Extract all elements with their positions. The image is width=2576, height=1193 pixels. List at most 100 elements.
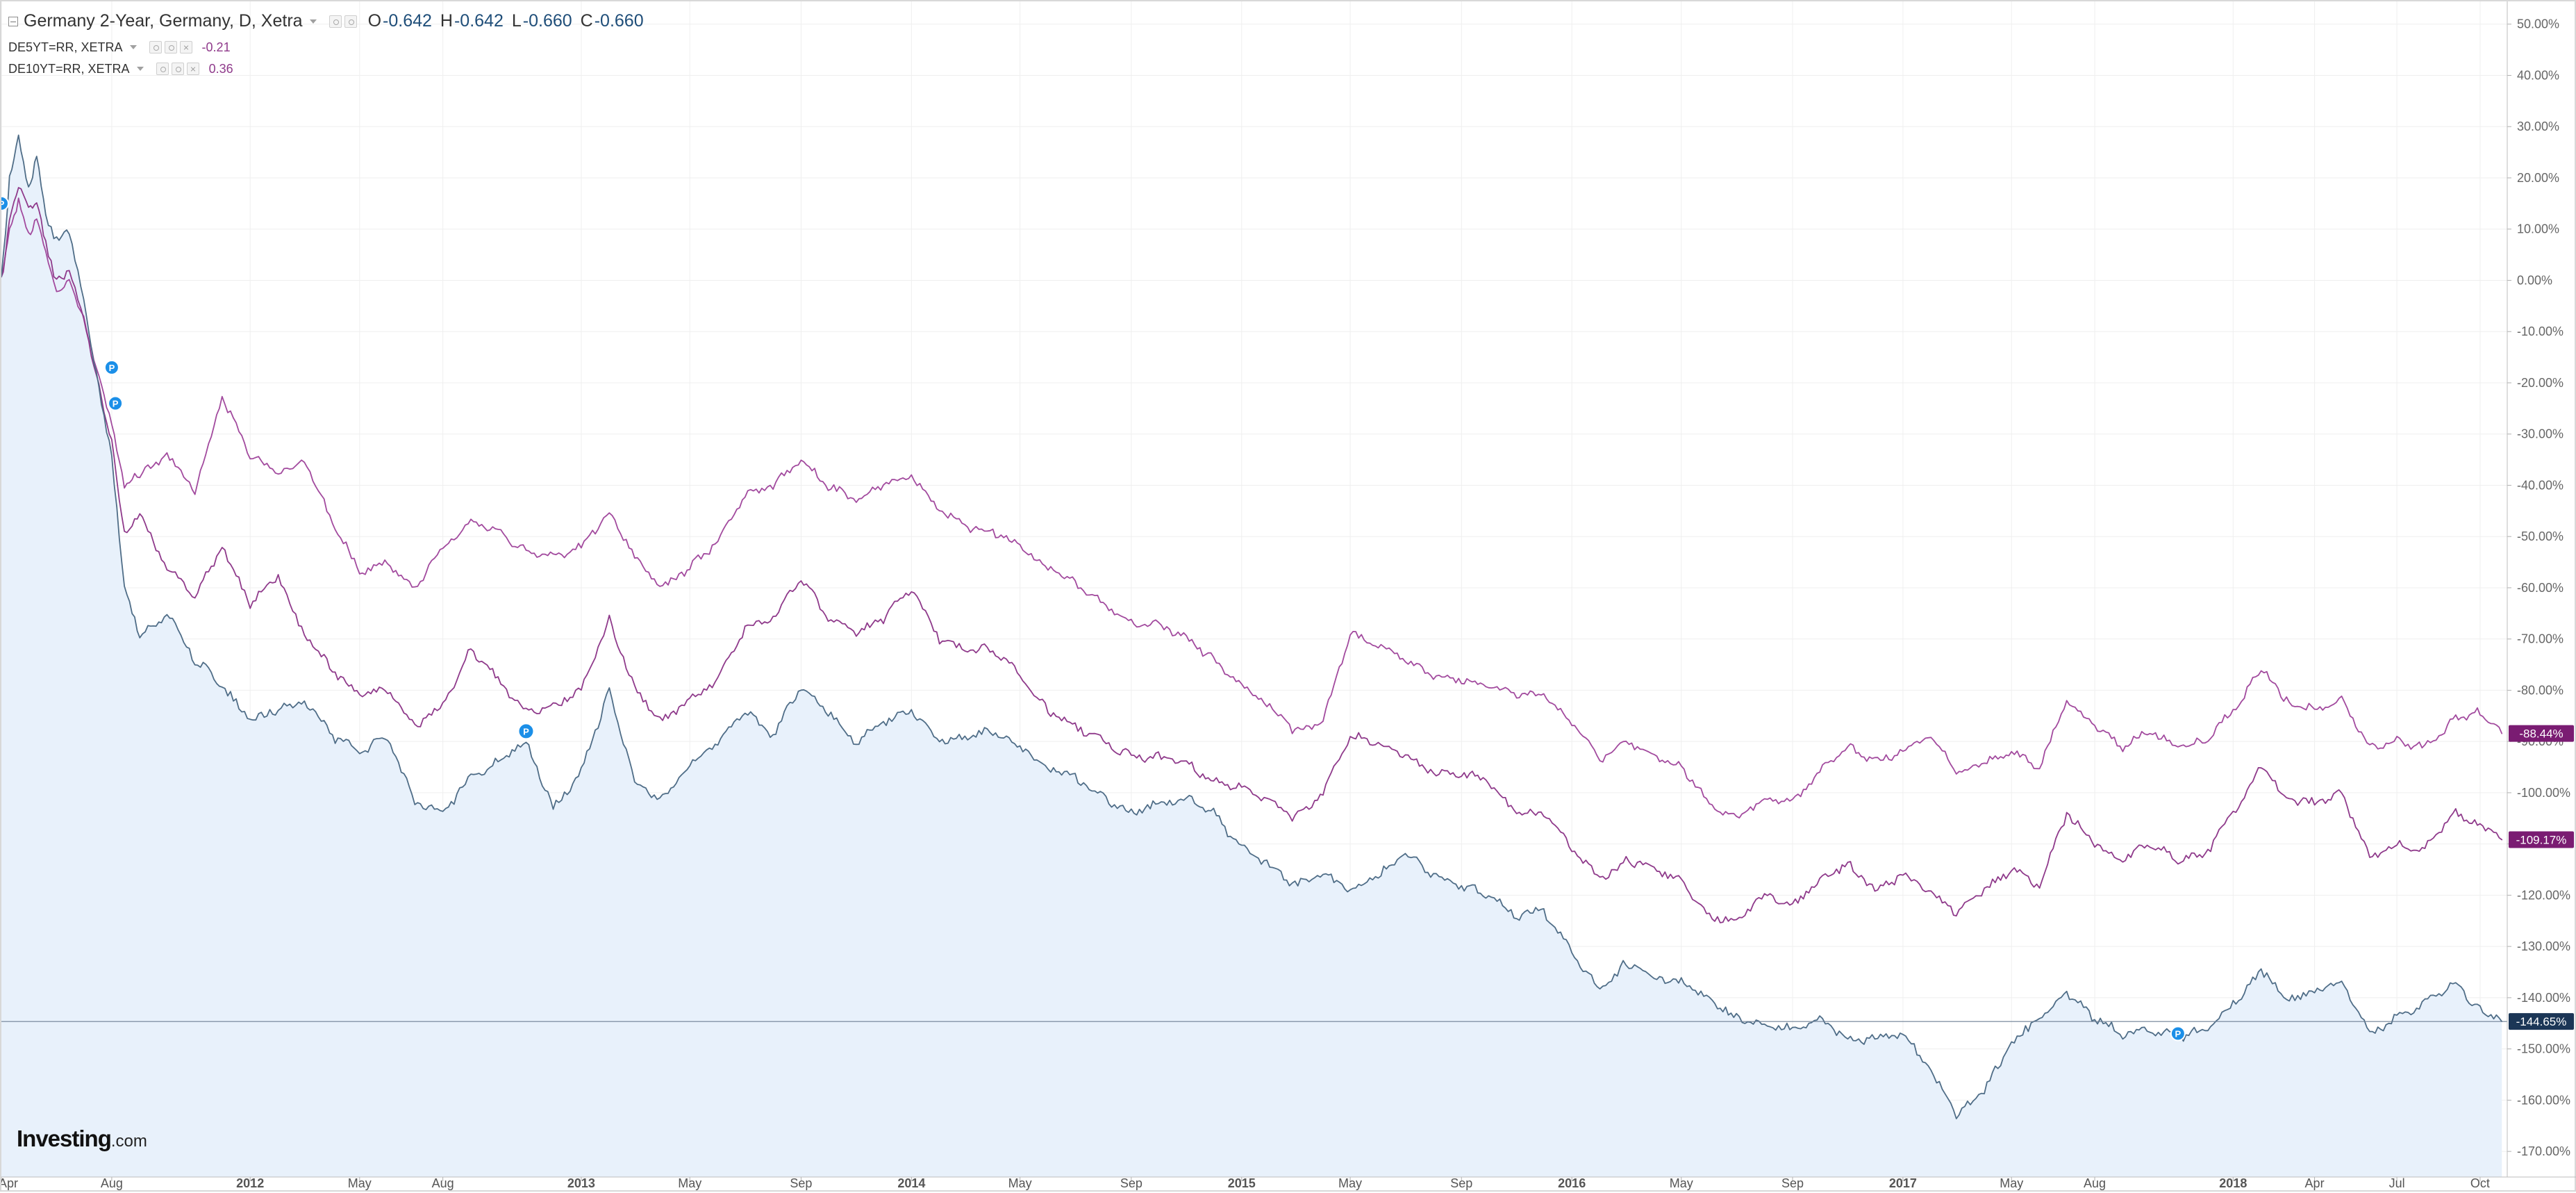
chevron-down-icon[interactable] [129,45,137,49]
y-tick-label: 50.00% [2517,17,2559,31]
y-tick-label: -60.00% [2517,581,2563,595]
x-tick-label: Apr [2305,1176,2325,1190]
y-tick-label: -40.00% [2517,478,2563,492]
x-tick-label: 2014 [897,1176,925,1190]
visibility-icon[interactable] [344,15,357,28]
y-tick-label: 40.00% [2517,68,2559,82]
settings-icon[interactable] [156,63,169,75]
visibility-icon[interactable] [164,41,177,54]
event-marker[interactable] [103,359,119,375]
investing-logo-suffix: .com [110,1132,147,1151]
ohlc-open-label: O [367,11,382,31]
de5y-last-price-label: -109.17% [2509,831,2574,848]
de5y-series-name: DE5YT=RR, XETRA [8,40,123,54]
y-tick-label: -140.00% [2517,991,2570,1005]
x-tick-label: 2013 [567,1176,595,1190]
de10y-last-price-label-text: -88.44% [2519,727,2563,741]
legend-row-de10y: DE10YT=RR, XETRA 0.36 [8,63,644,75]
y-tick-label: -150.00% [2517,1042,2570,1056]
main-series-area [1,135,2502,1177]
de10y-series-value: 0.36 [208,62,233,76]
x-tick-label: May [1338,1176,1362,1190]
y-tick-label: 20.00% [2517,171,2559,185]
main-last-price-label-text: -144.65% [2516,1015,2567,1028]
x-tick-label: 2015 [1228,1176,1256,1190]
x-tick-label: Sep [1450,1176,1472,1190]
x-tick-label: Aug [2084,1176,2106,1190]
de5y-last-price-label-text: -109.17% [2516,834,2567,847]
settings-icon[interactable] [329,15,342,28]
y-tick-label: -50.00% [2517,529,2563,543]
chevron-down-icon[interactable] [309,19,317,24]
main-last-price-label-bg [2509,1013,2574,1030]
x-tick-label: Oct [2470,1176,2490,1190]
event-marker[interactable] [1,195,9,211]
collapse-icon[interactable] [8,16,18,26]
event-marker-label: P [523,726,529,737]
x-tick-label: 2016 [1558,1176,1586,1190]
y-tick-label: -170.00% [2517,1144,2570,1158]
x-tick-label: 2017 [1889,1176,1917,1190]
de10y-series-line [1,197,2503,818]
main-series-title: Germany 2-Year, Germany, D, Xetra [24,11,303,31]
settings-icon[interactable] [149,41,162,54]
x-tick-label: Sep [790,1176,812,1190]
y-tick-label: -120.00% [2517,888,2570,902]
y-tick-label: -10.00% [2517,324,2563,338]
series-layer [1,134,2507,1119]
visibility-icon[interactable] [171,63,184,75]
ohlc-close-label: C [580,11,593,31]
event-marker-label: P [113,398,119,409]
price-labels-layer: -88.44% -109.17% -144.65% [2509,725,2574,1030]
x-tick-label: May [678,1176,701,1190]
x-tick-label: Sep [1120,1176,1142,1190]
x-tick-label: May [2000,1176,2023,1190]
event-marker[interactable] [2170,1026,2186,1042]
y-tick-label: -160.00% [2517,1093,2570,1107]
close-icon[interactable] [179,41,192,54]
x-tick-label: Sep [1781,1176,1804,1190]
de5y-series-value: -0.21 [201,40,231,54]
x-tick-label: May [348,1176,372,1190]
y-tick-label: -130.00% [2517,939,2570,953]
y-tick-label: 0.00% [2517,273,2552,287]
de10y-last-price-label-bg [2509,725,2574,742]
y-tick-label: -30.00% [2517,427,2563,441]
event-marker[interactable] [517,723,535,740]
de5y-series-line [1,187,2503,923]
ohlc-low-label: L [511,11,522,31]
investing-logo: Investing.com [17,1126,147,1152]
main-last-price-label: -144.65% [2509,1013,2574,1030]
ohlc-low-value: -0.660 [522,11,572,31]
legend-row-de5y: DE5YT=RR, XETRA -0.21 [8,41,644,54]
y-tick-label: -100.00% [2517,786,2570,800]
x-tick-label: Jul [2389,1176,2405,1190]
de10y-last-price-label: -88.44% [2509,725,2574,742]
x-tick-label: Aug [432,1176,454,1190]
x-tick-label: May [1008,1176,1032,1190]
y-tick-label: -70.00% [2517,632,2563,646]
ohlc-high-value: -0.642 [454,11,504,31]
y-tick-label: -20.00% [2517,376,2563,390]
legend-row-main: Germany 2-Year, Germany, D, Xetra O -0.6… [8,13,644,30]
main-series-line [1,134,2503,1119]
de10y-series-name: DE10YT=RR, XETRA [8,62,130,76]
legend-panel: Germany 2-Year, Germany, D, Xetra O -0.6… [8,13,644,84]
markers-layer: P P P P P [1,195,2186,1042]
event-marker-label: P [1,199,5,209]
y-tick-label: 10.00% [2517,222,2559,236]
y-tick-label: -80.00% [2517,683,2563,697]
event-marker[interactable] [108,395,124,411]
x-tick-label: Apr [1,1176,18,1190]
area-layer [1,135,2502,1177]
y-tick-label: 30.00% [2517,120,2559,133]
investing-logo-brand: Investing [17,1126,112,1151]
chevron-down-icon[interactable] [136,67,144,71]
ohlc-open-value: -0.642 [383,11,432,31]
close-icon[interactable] [186,63,199,75]
de5y-last-price-label-bg [2509,831,2574,848]
event-marker-label: P [2175,1029,2182,1039]
